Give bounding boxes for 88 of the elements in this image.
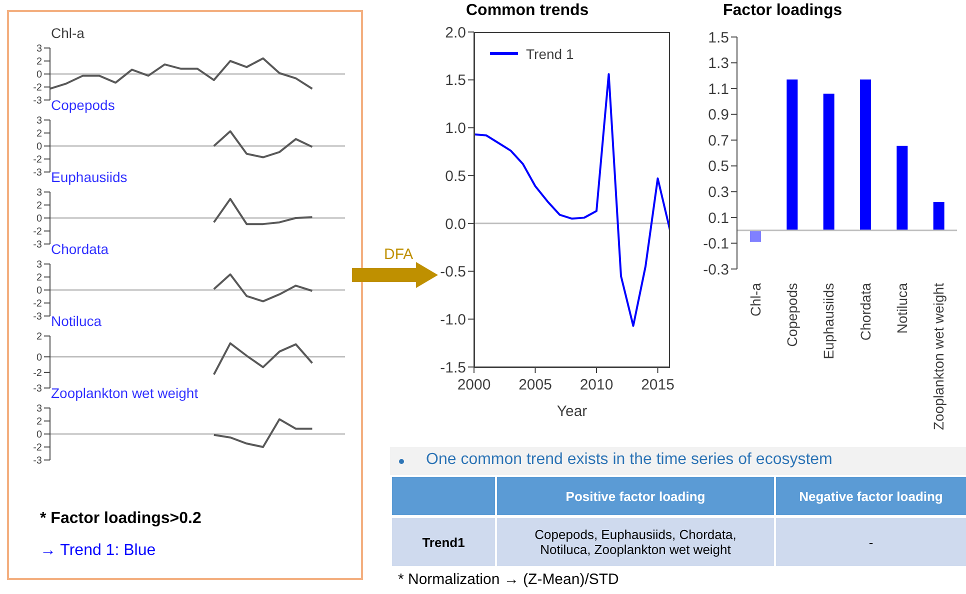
- line-series: [212, 418, 314, 448]
- y-tick-label: -3: [33, 240, 42, 251]
- chart-title: Chl-a: [51, 25, 84, 41]
- x-tick-label: Chordata: [857, 282, 874, 341]
- x-tick-label: Chl-a: [747, 282, 764, 316]
- line-series: [212, 198, 314, 226]
- x-tick-label: 2005: [518, 376, 552, 394]
- chart-title: Factor loadings: [723, 2, 842, 20]
- text: -: [776, 518, 966, 566]
- x-tick-label: 2010: [580, 376, 614, 394]
- y-tick-label: 0: [36, 286, 42, 297]
- y-tick-label: 1.0: [445, 120, 466, 138]
- chart-title: Copepods: [51, 97, 115, 113]
- y-tick-label: 1.3: [708, 55, 729, 72]
- y-tick-label: -3: [33, 168, 42, 179]
- line-series: [212, 273, 314, 302]
- x-tick-label: Euphausiids: [820, 283, 837, 360]
- y-tick-label: 3: [36, 116, 42, 127]
- x-tick-label: Notiluca: [894, 282, 910, 334]
- line-series: [49, 57, 314, 90]
- line-series: [212, 130, 314, 158]
- y-tick-label: 0.0: [445, 216, 466, 233]
- y-tick-label: 0: [36, 142, 42, 153]
- text: DFA: [384, 246, 414, 263]
- y-tick-label: -1.5: [440, 359, 466, 376]
- y-tick-label: -3: [33, 312, 42, 323]
- text: Copepods, Euphausiids, Chordata, Notiluca, Zooplankton wet weight: [497, 518, 774, 566]
- y-tick-label: 0.5: [708, 158, 729, 176]
- y-tick-label: -0.1: [703, 236, 729, 253]
- y-tick-label: 3: [36, 260, 42, 271]
- y-tick-label: 0.5: [445, 168, 466, 185]
- y-tick-label: -1.0: [440, 311, 466, 328]
- text: Trend1: [392, 518, 495, 566]
- y-tick-label: 0.9: [708, 106, 729, 124]
- x-tick-label: 2015: [641, 376, 674, 394]
- y-tick-label: 3: [36, 44, 42, 55]
- bar: [750, 230, 761, 242]
- y-tick-label: 2: [36, 56, 42, 68]
- y-tick-label: 2: [36, 332, 42, 343]
- text: * Normalization → (Z-Mean)/STD: [398, 571, 619, 588]
- y-tick-label: 0: [36, 430, 42, 441]
- y-tick-label: -3: [33, 96, 42, 107]
- y-tick-label: 3: [36, 404, 42, 415]
- chart-title: Euphausiids: [51, 169, 128, 185]
- x-tick-label: Copepods: [784, 283, 800, 347]
- bar: [933, 202, 944, 230]
- y-tick-label: 0.7: [708, 132, 729, 150]
- y-tick-label: -0.5: [440, 264, 466, 281]
- y-tick-label: 2: [36, 272, 42, 284]
- y-tick-label: 2: [36, 200, 42, 212]
- x-tick-label: 2000: [457, 376, 491, 394]
- bar: [823, 94, 834, 230]
- y-tick-label: 1.5: [445, 72, 466, 90]
- text: One common trend exists in the time series of ecosystem: [426, 451, 832, 469]
- y-tick-label: -0.3: [703, 261, 729, 278]
- y-tick-label: 1.1: [708, 80, 729, 98]
- chart-title: Common trends: [466, 2, 589, 20]
- text: Negative factor loading: [776, 477, 966, 515]
- y-tick-label: 2: [36, 128, 42, 140]
- y-tick-label: 2: [36, 416, 42, 428]
- bar: [896, 146, 908, 230]
- y-tick-label: -3: [33, 456, 42, 467]
- x-axis-title: Year: [556, 403, 588, 420]
- y-tick-label: 2.0: [445, 24, 466, 42]
- y-tick-label: -2: [33, 368, 42, 379]
- y-tick-label: 1.5: [708, 29, 729, 46]
- y-tick-label: -2: [33, 154, 42, 166]
- y-tick-label: -2: [33, 298, 42, 310]
- x-tick-label: Zooplankton wet weight: [930, 282, 947, 430]
- y-tick-label: -2: [33, 226, 42, 238]
- y-tick-label: 0.3: [708, 184, 729, 201]
- line-series: [474, 73, 670, 327]
- y-tick-label: 0: [36, 352, 42, 364]
- chart-title: Chordata: [51, 241, 109, 257]
- y-tick-label: 3: [36, 188, 42, 199]
- bar: [860, 80, 871, 230]
- line-series: [212, 342, 314, 376]
- text: * Factor loadings>0.2: [40, 510, 202, 528]
- y-tick-label: -2: [33, 442, 42, 454]
- y-tick-label: -3: [33, 384, 42, 395]
- text: Positive factor loading: [497, 477, 774, 515]
- y-tick-label: 0: [36, 70, 42, 81]
- y-tick-label: -2: [33, 82, 42, 94]
- y-tick-label: 0.1: [708, 210, 729, 227]
- text: → Trend 1: Blue: [40, 542, 156, 560]
- legend-label: Trend 1: [526, 46, 574, 62]
- bar: [786, 80, 798, 230]
- y-tick-label: 0: [36, 214, 42, 225]
